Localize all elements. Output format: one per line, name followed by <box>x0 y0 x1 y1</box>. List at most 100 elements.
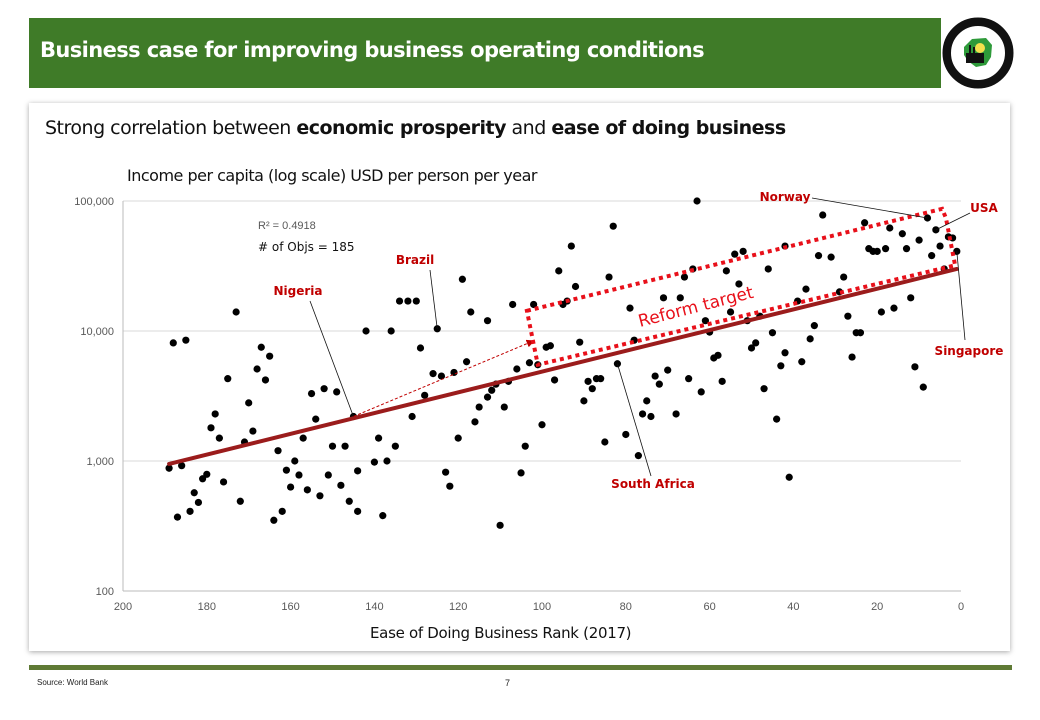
data-point <box>638 410 647 418</box>
data-point <box>856 329 865 337</box>
data-point <box>458 275 466 283</box>
y-tick-label: 100 <box>96 586 114 598</box>
data-point <box>328 442 337 450</box>
data-point <box>303 486 311 494</box>
data-point <box>919 383 927 391</box>
slide-subtitle: Strong correlation between economic pros… <box>45 117 786 139</box>
data-point <box>215 434 223 442</box>
x-tick-label: 120 <box>449 601 467 613</box>
data-point <box>597 375 605 383</box>
data-point <box>622 430 630 439</box>
x-tick-label: 60 <box>703 601 715 613</box>
title-bar: Business case for improving business ope… <box>29 18 941 88</box>
r-squared-label: R² = 0.4918 <box>258 220 316 232</box>
trendline <box>167 266 959 466</box>
x-tick-label: 140 <box>365 601 383 613</box>
data-point <box>890 304 898 312</box>
data-point <box>902 245 911 253</box>
slide-title: Business case for improving business ope… <box>40 38 705 62</box>
source-note: Source: World Bank <box>37 678 108 687</box>
data-point <box>186 507 194 515</box>
data-point <box>291 457 299 465</box>
data-point <box>840 273 848 281</box>
data-point <box>806 335 814 343</box>
data-point <box>571 282 580 291</box>
data-point <box>693 197 701 205</box>
data-point <box>437 372 446 380</box>
data-point <box>735 280 743 288</box>
data-point <box>655 380 663 388</box>
subtitle-emphasis-ease: ease of doing business <box>551 117 786 139</box>
data-point <box>555 267 563 275</box>
data-point <box>383 457 391 465</box>
data-point <box>236 497 244 505</box>
data-point <box>416 344 425 352</box>
data-point <box>370 458 378 466</box>
data-point <box>873 247 881 255</box>
data-point <box>513 365 521 373</box>
data-point <box>462 358 471 366</box>
data-point <box>907 294 915 302</box>
data-point <box>387 327 395 335</box>
data-point <box>626 304 634 312</box>
data-point <box>211 410 219 418</box>
data-point <box>341 442 349 450</box>
data-point <box>299 434 307 442</box>
data-point <box>521 442 529 450</box>
callout-line <box>811 197 928 219</box>
data-point <box>316 492 324 500</box>
subtitle-emphasis-prosperity: economic prosperity <box>296 117 506 139</box>
data-point <box>408 412 416 421</box>
data-point <box>530 300 538 309</box>
data-point <box>810 322 818 330</box>
reform-target-box <box>524 206 958 368</box>
x-axis-title: Ease of Doing Business Rank (2017) <box>370 624 632 642</box>
data-point <box>747 344 756 352</box>
data-point <box>798 358 806 366</box>
data-point <box>580 397 588 405</box>
data-point <box>249 427 257 435</box>
data-point <box>412 297 420 305</box>
data-point <box>726 308 735 316</box>
data-point <box>496 521 504 529</box>
data-point <box>609 222 617 230</box>
data-point <box>450 368 458 377</box>
data-point <box>550 376 559 384</box>
footer-divider <box>29 665 1012 670</box>
data-point <box>848 353 856 361</box>
data-point <box>270 516 278 524</box>
data-point <box>442 468 450 476</box>
callout-label-singapore: Singapore <box>935 344 1004 358</box>
x-tick-label: 100 <box>533 601 551 613</box>
data-point <box>567 242 575 250</box>
data-point <box>165 464 173 472</box>
object-count-label: # of Objs = 185 <box>258 240 355 254</box>
data-point <box>446 482 454 490</box>
data-point <box>605 273 613 281</box>
data-point <box>354 507 362 515</box>
data-point <box>760 385 768 393</box>
data-point <box>672 410 680 418</box>
data-point <box>391 442 399 450</box>
callout-line <box>935 212 971 231</box>
data-point <box>739 247 747 255</box>
data-point <box>345 497 353 505</box>
data-point <box>483 393 492 401</box>
data-point <box>814 252 823 260</box>
data-point <box>773 415 781 423</box>
data-point <box>173 513 182 521</box>
data-point <box>752 339 760 347</box>
data-point <box>764 265 772 273</box>
data-point <box>936 242 944 250</box>
reform-arrow <box>353 339 535 417</box>
data-point <box>362 327 370 335</box>
callout-label-nigeria: Nigeria <box>273 284 322 298</box>
data-point <box>307 389 316 398</box>
nipc-logo <box>942 17 1014 89</box>
data-point <box>203 470 211 478</box>
data-point <box>911 363 919 371</box>
data-point <box>404 297 412 305</box>
data-point <box>601 438 609 446</box>
data-point <box>287 483 295 491</box>
data-point <box>354 467 362 475</box>
